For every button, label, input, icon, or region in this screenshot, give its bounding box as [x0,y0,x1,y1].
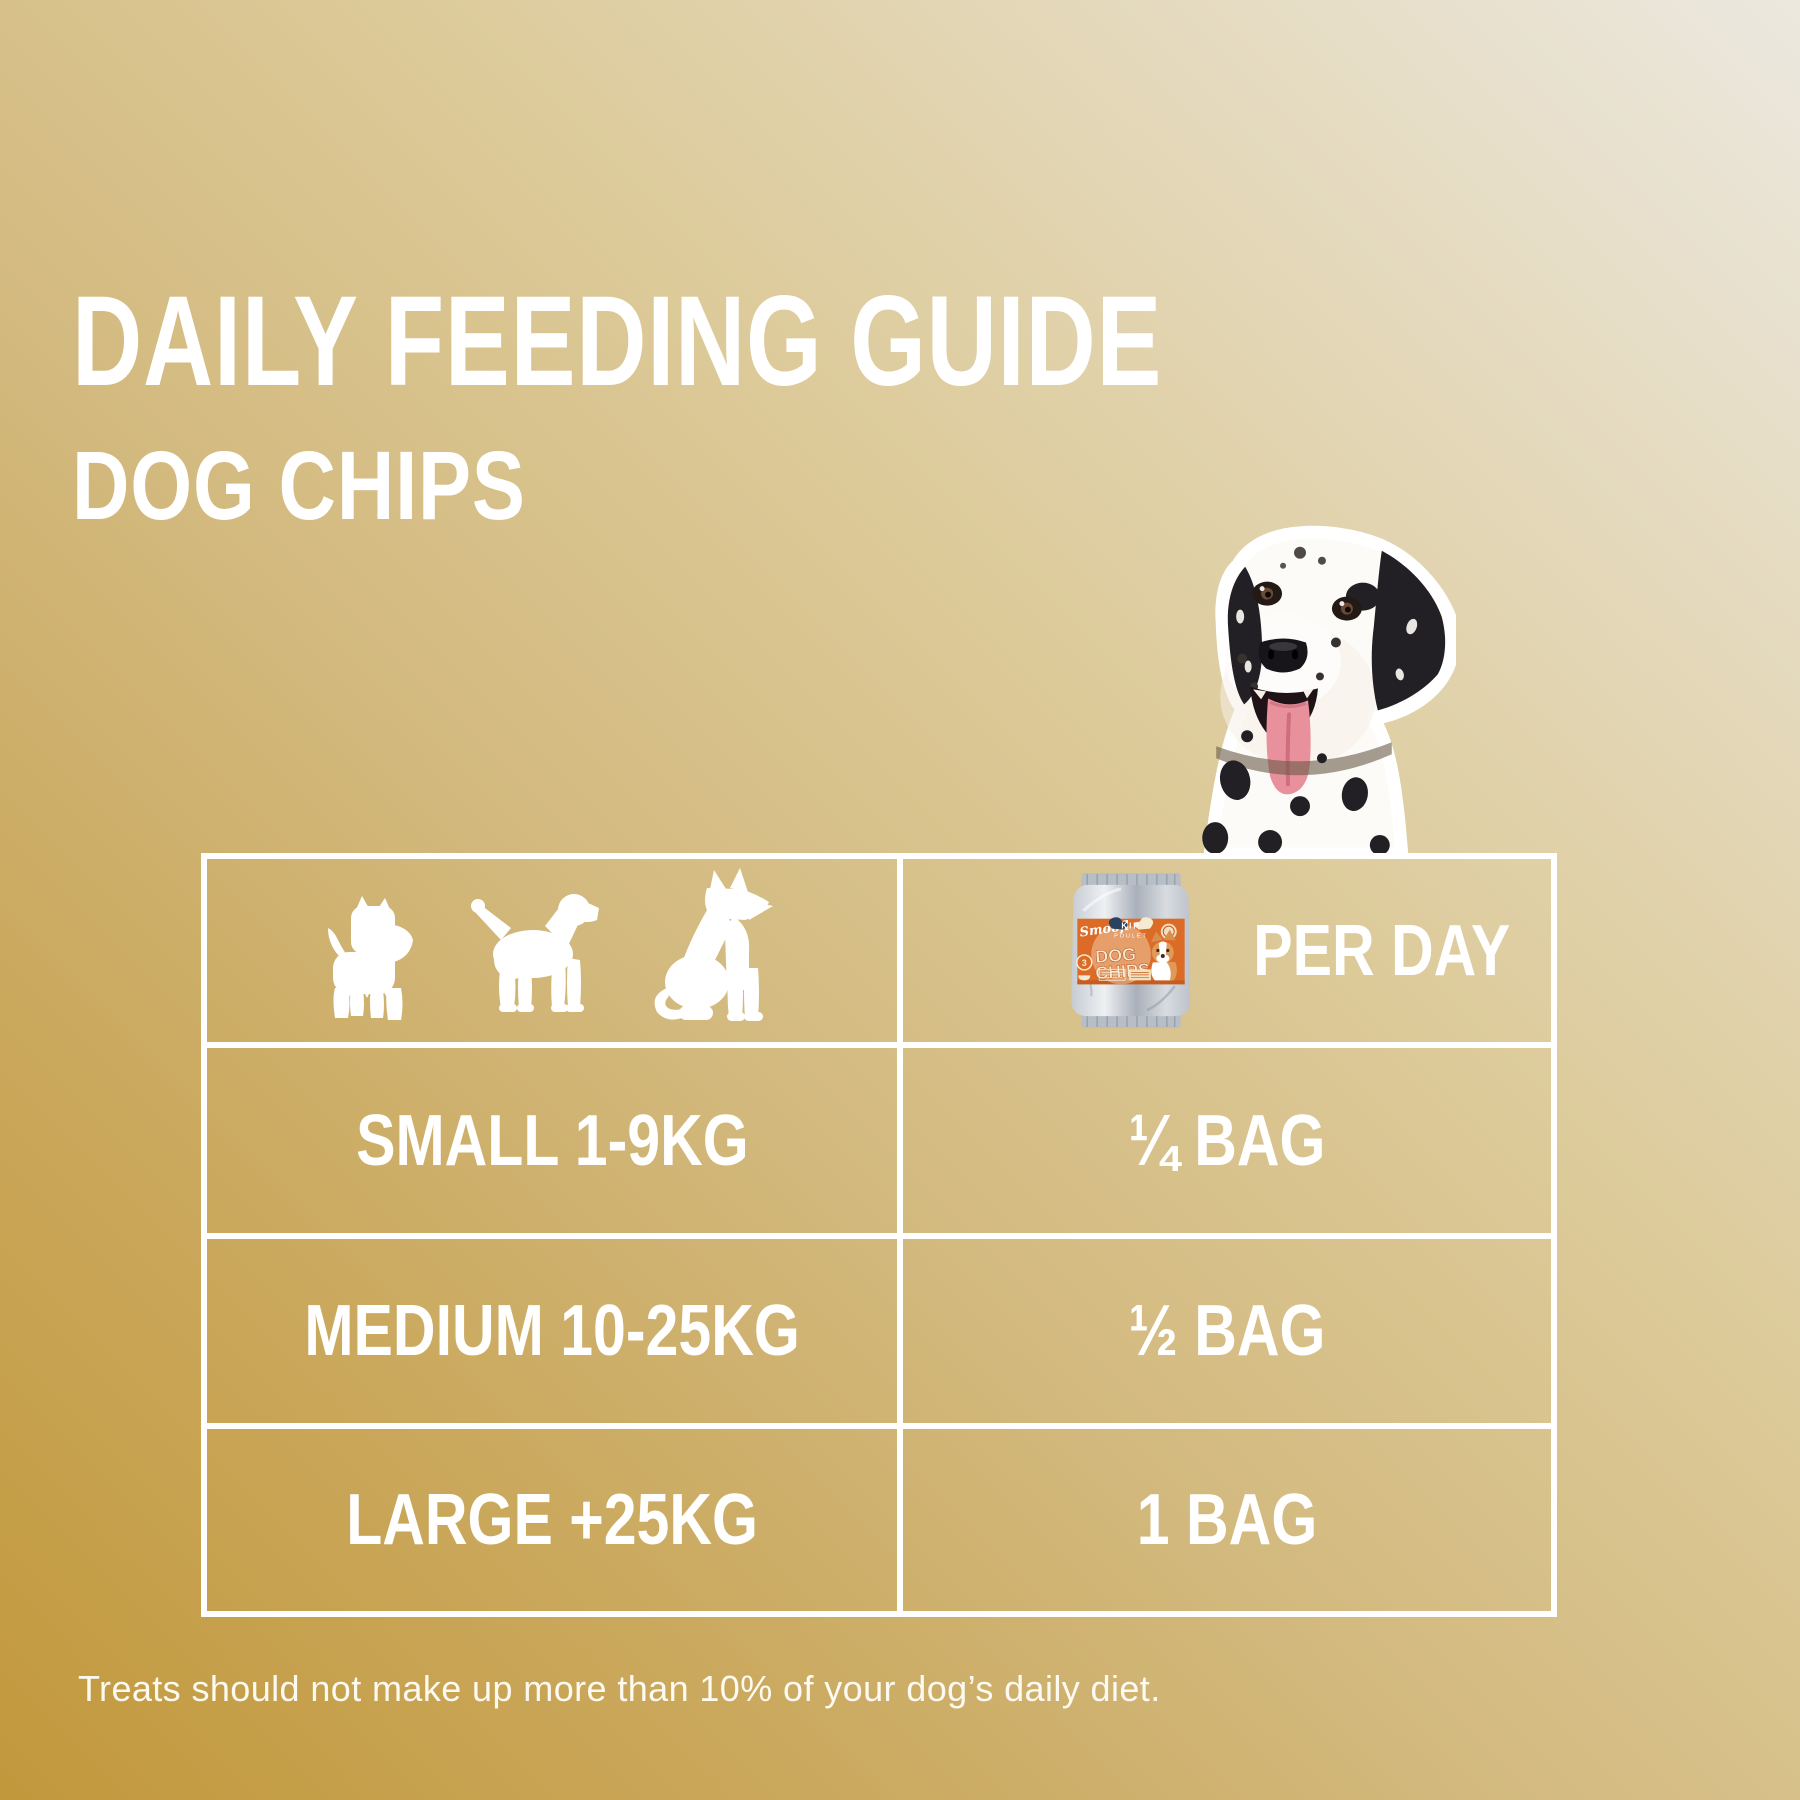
size-label-small: SMALL 1-9KG [355,1100,749,1181]
dalmatian-photo [1202,525,1456,854]
feeding-table: Smoofl KIP POULET DOG CHIPS [201,853,1557,1617]
bag-flavor-line1: KIP [1121,922,1140,931]
amount-label-large: 1 BAG [1136,1480,1318,1560]
eyes [1252,581,1362,621]
amount-cell-medium: ½ BAG [903,1239,1551,1429]
page-subtitle: DOG CHIPS [72,431,526,540]
size-label-large: LARGE +25KG [346,1480,758,1560]
amount-label-medium: ½ BAG [1128,1291,1326,1371]
collar [1216,742,1392,776]
header-cell-dog-sizes [207,859,903,1048]
header-cell-per-day: Smoofl KIP POULET DOG CHIPS [903,859,1551,1048]
size-label-medium: MEDIUM 10-25KG [304,1291,800,1371]
bag-name-line1: DOG [1095,944,1137,967]
chest-spots [1202,730,1390,854]
product-bag-image: Smoofl KIP POULET DOG CHIPS [1071,872,1190,1029]
bag-flavor-line2: POULET [1114,934,1148,940]
amount-cell-large: 1 BAG [903,1429,1551,1611]
per-day-label: PER DAY [1253,910,1511,991]
bag-badge-count: 3 [1082,958,1087,968]
large-dog-icon [654,868,773,1021]
bag-corgi-image [1150,929,1177,981]
size-cell-medium: MEDIUM 10-25KG [207,1239,903,1429]
left-ear [1227,566,1263,705]
dalmatian-sticker-outline [1202,525,1456,854]
footnote-text: Treats should not make up more than 10% … [78,1668,1161,1709]
bag-label: Smoofl KIP POULET DOG CHIPS [1076,917,1185,985]
size-cell-large: LARGE +25KG [207,1429,903,1611]
amount-cell-small: ¼ BAG [903,1048,1551,1239]
page-title: DAILY FEEDING GUIDE [72,270,1163,413]
size-cell-small: SMALL 1-9KG [207,1048,903,1239]
small-dog-icon [328,896,413,1020]
medium-dog-icon [471,894,599,1012]
amount-label-small: ¼ BAG [1128,1100,1326,1181]
